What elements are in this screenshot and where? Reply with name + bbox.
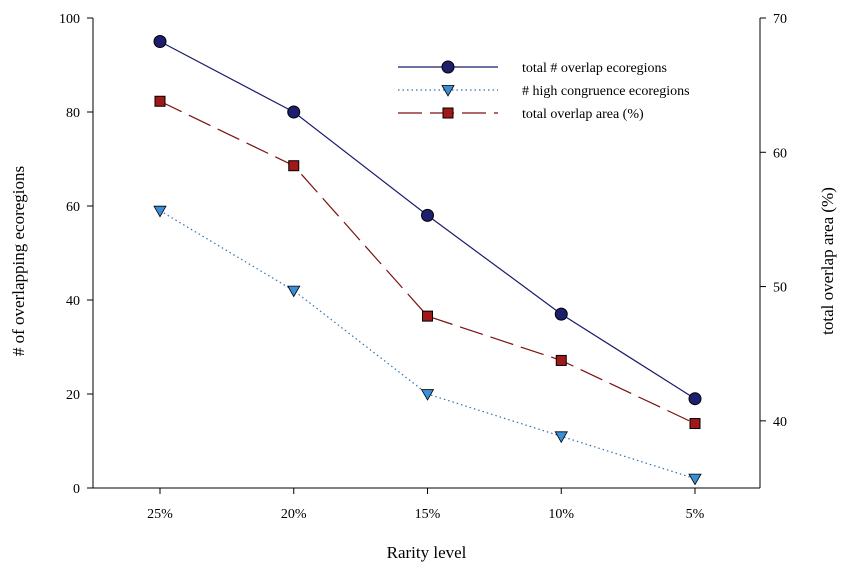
x-tick-label: 20% — [281, 507, 307, 522]
y-left-tick-label: 100 — [59, 12, 80, 27]
legend-marker-2 — [442, 107, 454, 119]
ticks: 0 20 40 60 80 100 40 50 60 70 25% 20% 15% 10% 5% — [59, 12, 787, 522]
legend: total # overlap ecoregions # high congrue… — [398, 60, 690, 122]
series-2-point — [422, 310, 433, 322]
axes — [92, 18, 761, 489]
series-0-point — [554, 307, 568, 321]
y-right-tick-label: 70 — [773, 12, 787, 27]
x-tick-label: 25% — [147, 507, 173, 522]
series-0-point — [688, 392, 702, 406]
y-left-tick-label: 80 — [66, 106, 80, 121]
series-line-1 — [159, 210, 696, 480]
series-2-point — [555, 354, 567, 366]
y-axis-right-label: total overlap area (%) — [818, 187, 837, 335]
y-axis-left-label: # of overlapping ecoregions — [9, 166, 28, 356]
series-2-point — [154, 95, 166, 107]
series-1-point — [554, 431, 568, 444]
y-left-tick-label: 20 — [66, 388, 80, 403]
y-right-tick-label: 40 — [773, 415, 787, 430]
y-left-tick-label: 60 — [66, 200, 80, 215]
y-right-tick-label: 50 — [773, 281, 787, 296]
series-2-point — [288, 160, 300, 172]
y-left-tick-label: 0 — [73, 482, 80, 497]
series-line-2 — [159, 100, 696, 425]
series-0-point — [421, 208, 434, 222]
series-1-point — [420, 389, 435, 401]
series-1-point — [153, 205, 167, 218]
legend-label-1: # high congruence ecoregions — [522, 84, 690, 99]
x-axis-label: Rarity level — [387, 543, 467, 562]
series-1-point — [287, 285, 301, 298]
legend-label-2: total overlap area (%) — [522, 107, 644, 122]
series-group — [153, 35, 702, 486]
series-0-point — [153, 35, 167, 48]
series-0-point — [287, 105, 301, 119]
y-right-tick-label: 60 — [773, 146, 787, 161]
x-tick-label: 5% — [686, 507, 705, 522]
legend-marker-1 — [441, 85, 455, 97]
series-2-point — [689, 418, 701, 430]
x-tick-label: 15% — [415, 507, 441, 522]
series-1-point — [688, 473, 702, 486]
y-left-tick-label: 40 — [66, 294, 80, 309]
legend-marker-0 — [441, 60, 455, 74]
x-tick-label: 10% — [548, 507, 574, 522]
legend-label-0: total # overlap ecoregions — [522, 61, 667, 76]
